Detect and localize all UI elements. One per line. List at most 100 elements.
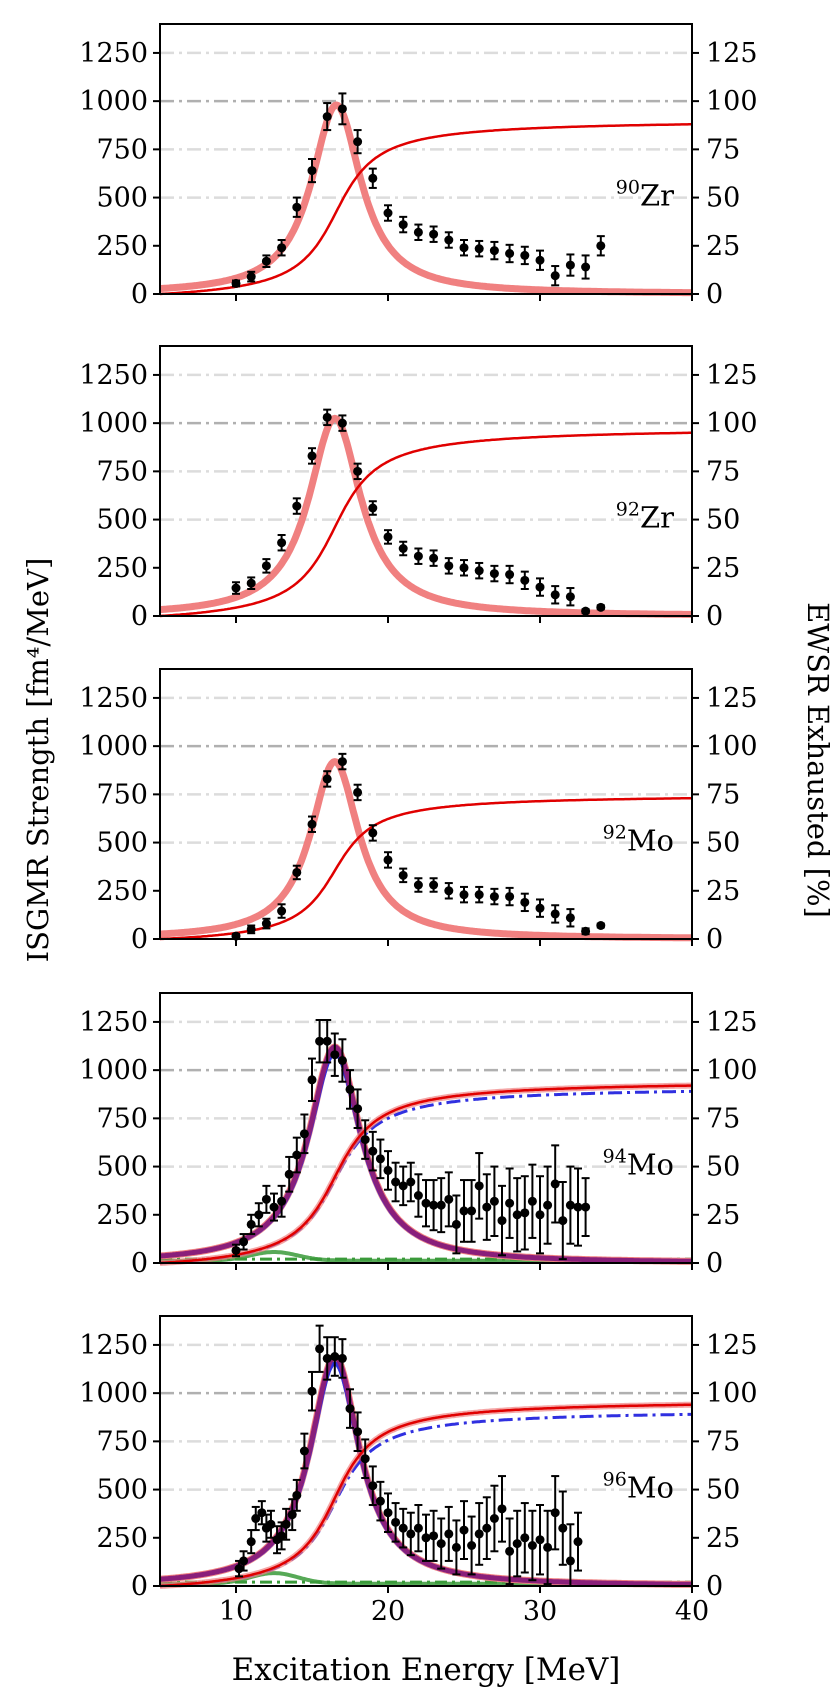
data-point (573, 1537, 583, 1547)
data-point (261, 561, 271, 571)
data-point (398, 220, 408, 230)
isotope-element-symbol: Mo (627, 823, 674, 857)
data-point (581, 926, 591, 936)
y-tick-label-right: 75 (706, 456, 740, 487)
data-point (375, 1496, 385, 1506)
data-point (322, 412, 332, 422)
data-point (368, 173, 378, 183)
combined-strength-fit-curve (159, 1353, 692, 1587)
y-tick-label-left: 0 (131, 601, 148, 632)
data-point (257, 1508, 267, 1518)
y-tick-label-right: 75 (706, 134, 740, 165)
data-point (482, 1523, 492, 1533)
y-tick-label-right: 75 (706, 779, 740, 810)
x-tick-label: 40 (675, 1596, 709, 1627)
data-point (505, 249, 515, 258)
y-tick-label-left: 250 (96, 553, 148, 584)
data-point (391, 1517, 401, 1527)
data-point (467, 1541, 477, 1550)
y-tick-label-right: 75 (706, 1426, 740, 1457)
data-point (497, 1504, 507, 1514)
data-point (254, 1210, 264, 1220)
data-point (573, 1202, 583, 1212)
y-tick-label-right: 0 (706, 279, 723, 310)
ewsr-curve (159, 1403, 692, 1588)
data-point (360, 1454, 370, 1464)
data-point (550, 909, 560, 919)
data-point (444, 235, 454, 245)
y-axis-label-left: ISGMR Strength [fm⁴/MeV] (21, 558, 55, 963)
y-tick-label-right: 100 (706, 1055, 758, 1086)
data-point (360, 1135, 370, 1145)
data-point (322, 112, 332, 122)
data-point (581, 606, 591, 616)
data-point (436, 1200, 446, 1210)
data-point (246, 272, 256, 282)
data-point (398, 1181, 408, 1191)
y-tick-label-right: 0 (706, 1571, 723, 1602)
data-point (231, 1245, 241, 1255)
y-tick-label-right: 50 (706, 183, 740, 214)
data-point (520, 575, 530, 585)
isotope-label: 92Zr (616, 498, 674, 534)
y-tick-label-left: 500 (96, 1475, 148, 1506)
data-point (429, 229, 439, 239)
data-point (383, 855, 393, 865)
data-point (565, 913, 575, 923)
data-point (239, 1237, 249, 1247)
y-tick-label-left: 750 (96, 456, 148, 487)
data-point (565, 260, 575, 270)
y-tick-label-left: 750 (96, 1103, 148, 1134)
data-point (413, 551, 423, 561)
data-point (444, 1194, 454, 1204)
data-point (558, 1216, 568, 1226)
isotope-mass-number: 94 (603, 1145, 627, 1167)
data-point (413, 1523, 423, 1533)
data-point (277, 1531, 287, 1541)
data-point (436, 1539, 446, 1549)
data-point (322, 1353, 332, 1363)
data-point (550, 1508, 560, 1518)
panel-96mo: 10 20 30 4002505007501000125002550751001259… (79, 1315, 758, 1627)
data-point (368, 828, 378, 838)
y-tick-label-left: 1000 (79, 86, 148, 117)
isotope-label: 90Zr (616, 176, 674, 212)
data-point (299, 1129, 309, 1139)
data-point (429, 1200, 439, 1210)
x-tick-label: 10 (219, 1596, 253, 1627)
data-point (292, 1490, 302, 1500)
data-point (489, 246, 499, 256)
data-point (467, 1206, 477, 1216)
x-tick-label: 30 (523, 1596, 557, 1627)
data-point (596, 241, 606, 251)
data-point (474, 566, 484, 576)
data-point (375, 1154, 385, 1164)
y-tick-label-right: 0 (706, 924, 723, 955)
y-tick-label-left: 250 (96, 1523, 148, 1554)
data-point (596, 602, 606, 612)
data-point (239, 1556, 249, 1566)
plot-frame (159, 345, 693, 617)
y-tick-label-left: 750 (96, 1426, 148, 1457)
data-point (383, 1508, 393, 1518)
y-tick-label-left: 1250 (79, 38, 148, 69)
y-tick-label-right: 0 (706, 601, 723, 632)
data-point (281, 1519, 291, 1529)
data-point (550, 1179, 560, 1189)
data-point (234, 1564, 244, 1574)
y-tick-label-left: 1000 (79, 731, 148, 762)
data-point (520, 1533, 530, 1543)
data-point (512, 1539, 522, 1549)
y-tick-label-right: 100 (706, 86, 758, 117)
data-point (489, 1196, 499, 1206)
data-point (368, 1146, 378, 1156)
x-tick-label: 20 (371, 1596, 405, 1627)
data-point (307, 166, 317, 176)
data-point (474, 244, 484, 254)
y-tick-label-left: 0 (131, 279, 148, 310)
y-tick-label-right: 50 (706, 1475, 740, 1506)
y-tick-label-left: 1000 (79, 1378, 148, 1409)
data-point (505, 570, 515, 580)
data-point (292, 867, 302, 877)
y-tick-label-right: 100 (706, 731, 758, 762)
